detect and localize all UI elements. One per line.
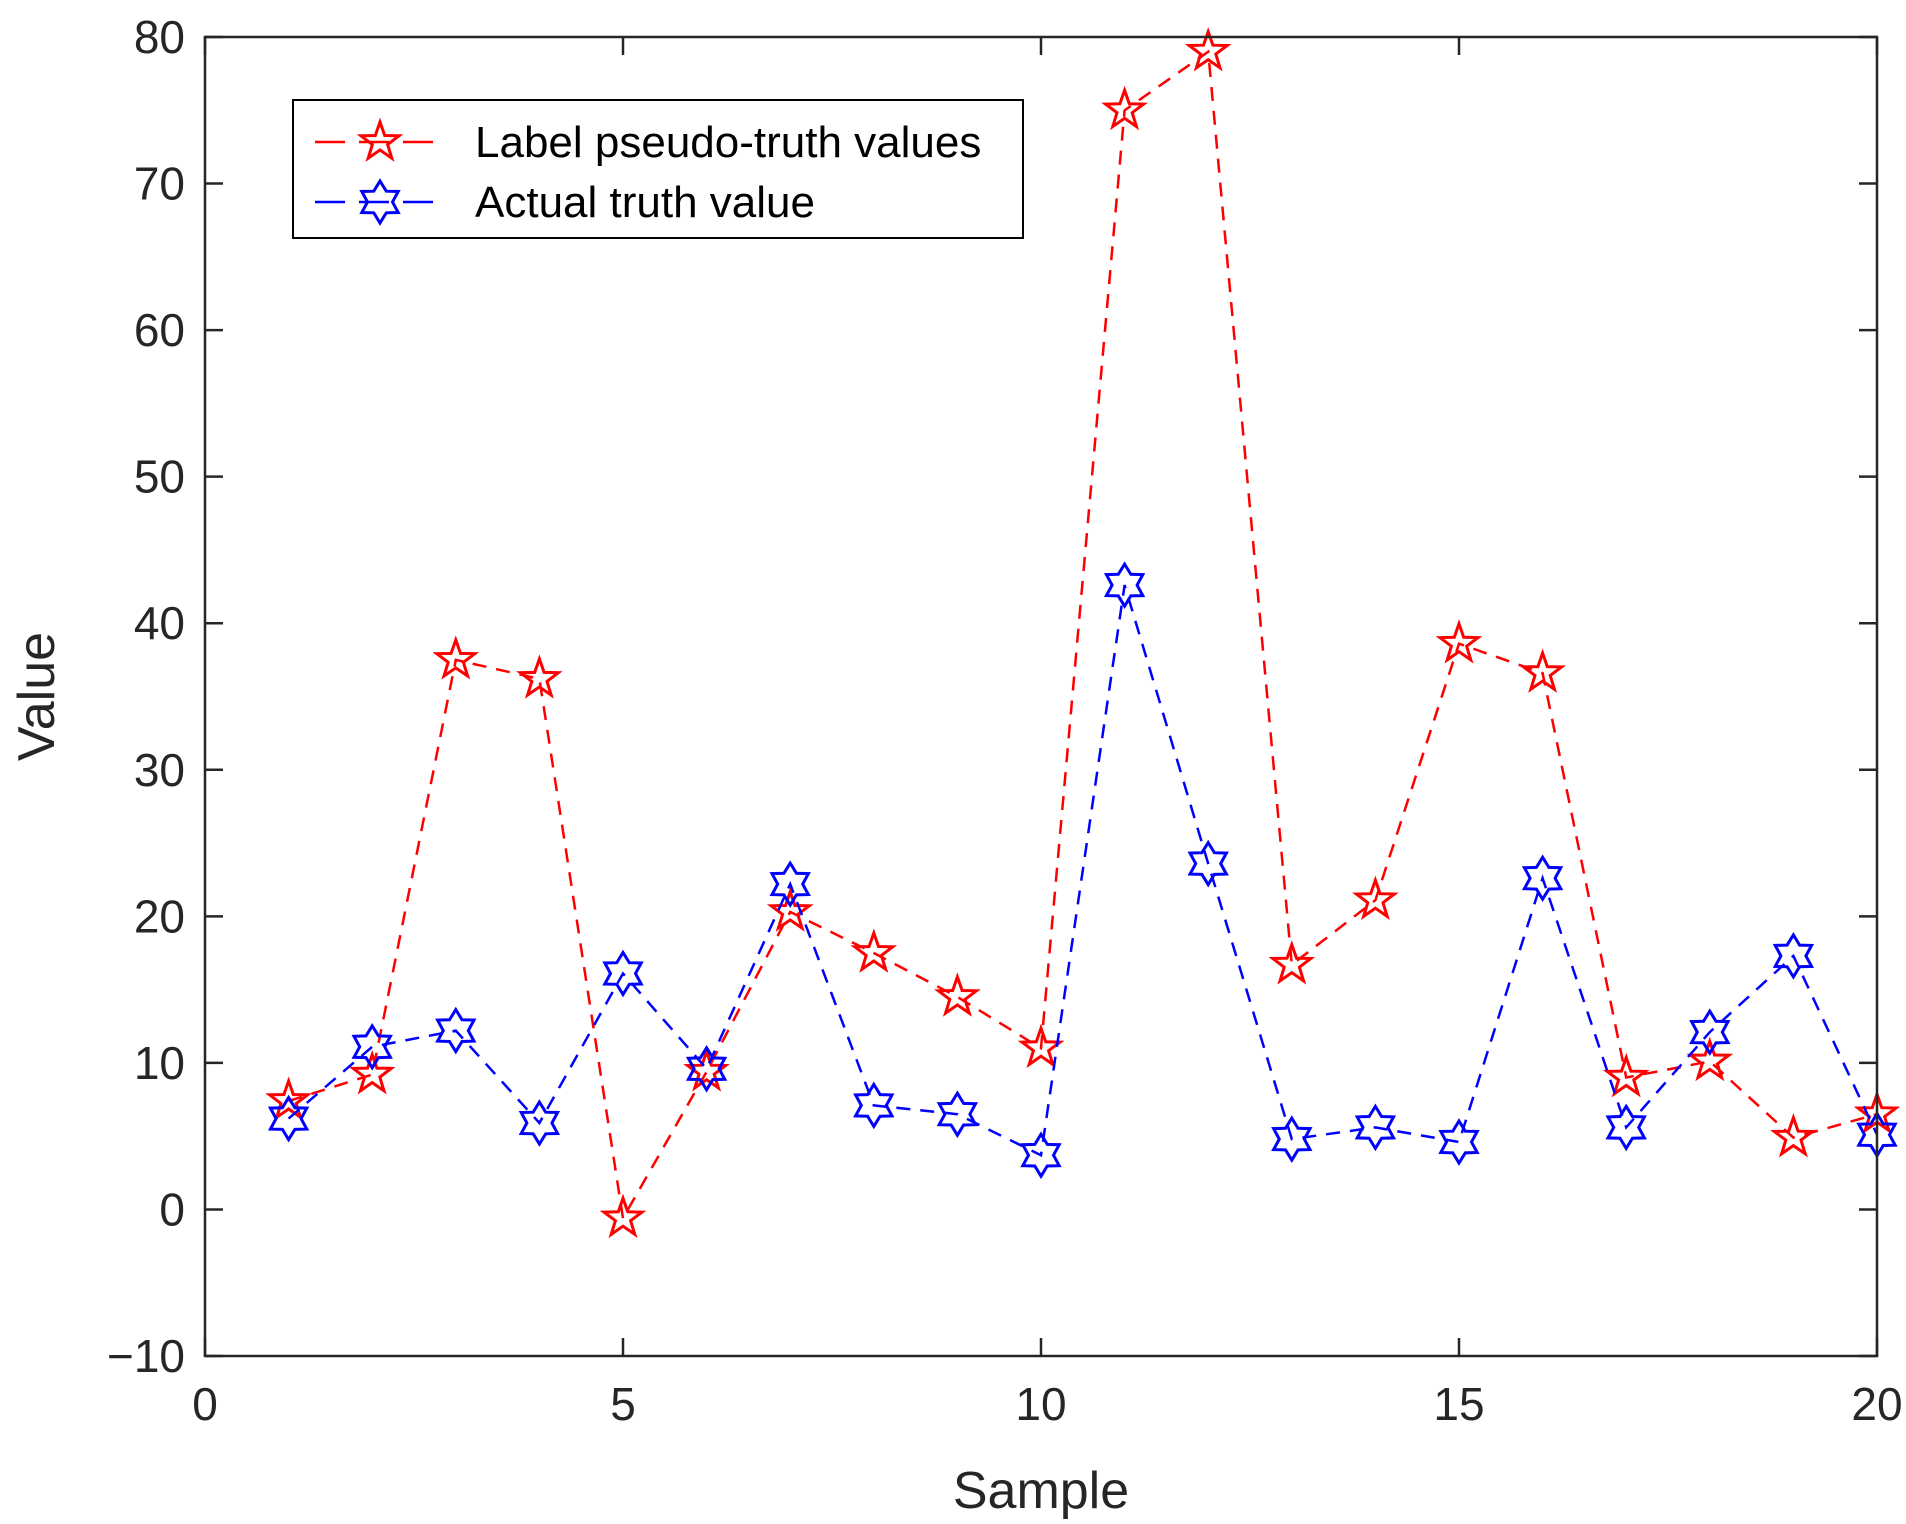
data-point [769,860,811,908]
data-point [1686,1036,1734,1082]
x-tick-label: 5 [610,1378,636,1430]
y-tick-label: 70 [134,158,185,210]
x-tick-label: 10 [1015,1378,1066,1430]
data-point [934,972,981,1017]
x-tick-label: 0 [192,1378,218,1430]
y-tick-label: 10 [134,1037,185,1089]
legend-marker [359,178,401,226]
data-point [1103,561,1146,609]
y-tick-label: 40 [134,597,185,649]
data-point [1268,940,1316,985]
data-point [1187,839,1229,888]
data-point [1438,1118,1480,1166]
y-tick-label: 20 [134,890,185,942]
legend-entry: Label pseudo-truth values [315,117,981,167]
data-point [602,949,644,998]
legend-label: Label pseudo-truth values [475,118,981,167]
data-point [1772,932,1815,980]
data-point [1352,875,1399,921]
data-point [1184,27,1232,72]
y-tick-label: 30 [134,744,185,796]
data-point [1602,1052,1650,1098]
data-point [432,635,480,680]
series-2 [267,561,1898,1180]
y-tick-label: 0 [159,1183,185,1235]
data-point [1020,1131,1062,1180]
legend-marker [356,117,404,162]
data-point [599,1193,647,1239]
legend-entry: Actual truth value [315,178,815,227]
data-point [766,887,814,932]
data-point [1689,1008,1731,1056]
data-point [850,928,898,973]
data-point [1605,1103,1647,1152]
data-point [1521,854,1564,903]
y-tick-label: 60 [134,304,185,356]
data-point [267,1094,310,1143]
series-layer [265,27,1901,1239]
y-axis-title: Value [8,632,66,761]
legend-box [292,99,1024,239]
data-point [1354,1103,1397,1152]
series-1 [265,27,1901,1239]
data-point [516,654,563,699]
series-line [287,584,1879,1158]
plot-frame [203,35,1879,1358]
data-point [348,1050,396,1095]
data-point [1017,1023,1065,1069]
data-point [1271,1115,1313,1163]
data-point [1770,1113,1817,1158]
x-tick-label: 15 [1433,1378,1484,1430]
data-point [1435,619,1483,664]
y-tick-label: −10 [107,1330,185,1382]
data-point [853,1081,895,1130]
data-point [936,1090,979,1139]
data-point [435,1006,477,1055]
data-point [351,1022,393,1071]
x-axis-title: Sample [953,1462,1129,1520]
data-point [518,1099,561,1147]
legend: Label pseudo-truth values Actual truth va… [292,99,1024,239]
x-tick-label: 20 [1851,1378,1902,1430]
y-tick-label: 80 [134,11,185,63]
legend-label: Actual truth value [475,178,815,227]
series-line [288,49,1878,1222]
data-point [1101,85,1148,131]
data-point [1519,648,1566,693]
y-tick-label: 50 [134,451,185,503]
data-point [265,1076,312,1121]
data-point [685,1044,728,1093]
